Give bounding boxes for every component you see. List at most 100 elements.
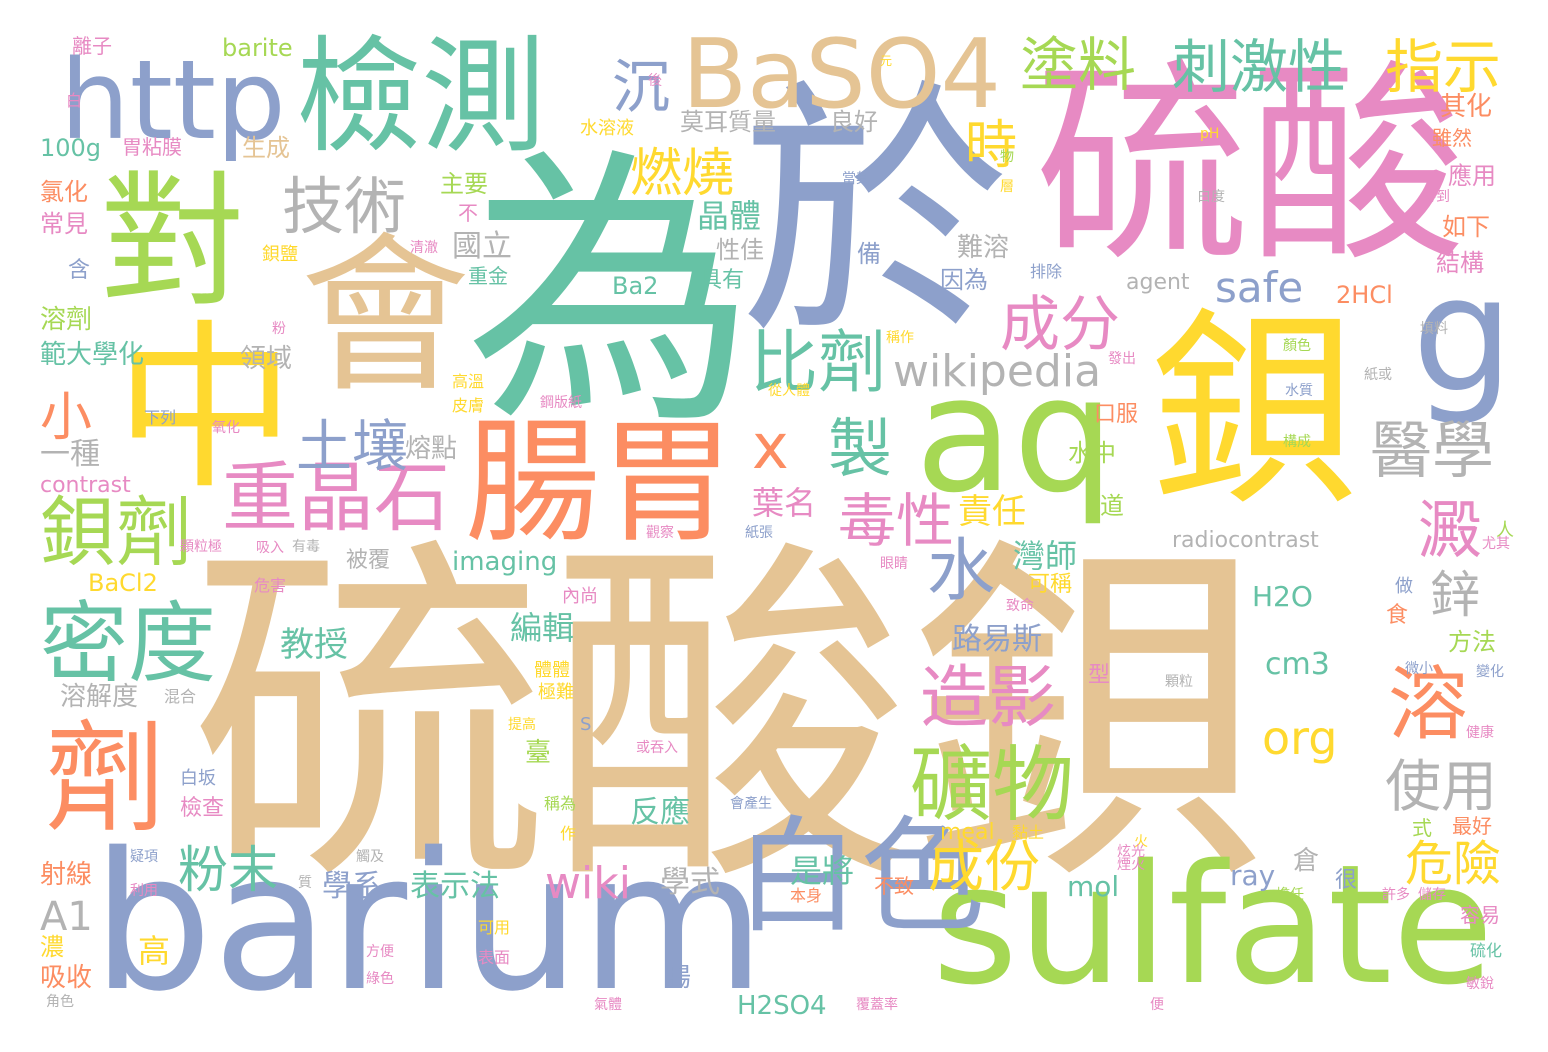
word-notation: 表示法 [410, 869, 500, 904]
word-dissolve: 溶 [1388, 658, 1468, 751]
word-mix: 混合 [164, 687, 197, 706]
word-barium: 鋇 [1150, 290, 1361, 535]
word-oxidize: 氧化 [212, 420, 240, 436]
word-density: 密度 [40, 592, 217, 695]
word-can-be-called: 可稱 [1028, 572, 1073, 597]
word-quality: 質 [298, 875, 312, 891]
word-2hcl: 2HCl [1336, 281, 1393, 309]
word-aqueous: 水溶液 [580, 118, 634, 139]
word-fen: 粉 [272, 321, 286, 337]
word-green: 綠色 [366, 971, 394, 987]
word-barium-salt: 鋇鹽 [262, 244, 298, 265]
word-best: 最好 [1452, 814, 1492, 838]
word-serve: 擔任 [1276, 887, 1304, 903]
word-rays: 射線 [40, 860, 93, 890]
word-body: 體體 [534, 660, 570, 681]
word-toxic: 有毒 [292, 539, 320, 555]
word-normal-chem: 範大學化 [40, 340, 145, 370]
word-main: 主要 [440, 170, 488, 198]
word-usable: 可用 [478, 918, 511, 937]
word-inside: 內尚 [562, 586, 598, 607]
word-dian: 澱 [1418, 495, 1482, 569]
word-component: 成分 [1000, 290, 1120, 360]
word-detection: 檢測 [296, 25, 546, 170]
word-combustion: 燃燒 [630, 144, 735, 204]
word-as-follows: 如下 [1442, 213, 1490, 241]
word-have: 具有 [700, 268, 745, 293]
word-formula: 學式 [660, 865, 720, 900]
word-high: 高 [138, 932, 171, 970]
word-obtain: 得到 [1422, 189, 1450, 205]
word-safe: safe [1215, 263, 1304, 312]
word-prepare: 備 [857, 240, 881, 268]
word-its-chem: 其化 [1440, 92, 1493, 122]
word-baso4: BaSO4 [682, 20, 1001, 130]
word-fatal: 致命 [1006, 598, 1034, 614]
word-agent-ji: 劑 [45, 710, 165, 849]
word-crystal: 晶體 [697, 197, 762, 235]
word-bacl2: BaCl2 [88, 569, 158, 597]
word-ray: ray [1230, 859, 1276, 892]
word-below: 下列 [144, 408, 177, 427]
word-gas: 氣體 [594, 997, 622, 1013]
word-reaction: 反應 [630, 795, 690, 830]
word-health: 健康 [1466, 725, 1494, 741]
word-glare: 炫光 [1117, 844, 1145, 860]
word-mol: mol [1067, 870, 1120, 903]
word-mineral: 礦物 [910, 738, 1075, 833]
word-field: 領域 [240, 344, 293, 374]
word-professor: 教授 [280, 625, 348, 665]
word-chen: 沉 [612, 53, 671, 121]
word-particle-extreme: 顆粒極 [180, 539, 222, 555]
word-water-quality: 水質 [1285, 383, 1313, 399]
word-yu: 於 [740, 57, 1010, 372]
word-person: 人 [1496, 520, 1514, 541]
word-good: 良好 [830, 108, 878, 136]
word-good-property: 性佳 [716, 236, 764, 264]
word-role: 角色 [46, 994, 74, 1010]
word-use: 使用 [1385, 755, 1497, 820]
word-zuo: 作 [560, 824, 577, 843]
word-oral: 口服 [1094, 402, 1139, 427]
word-100g: 100g [40, 134, 102, 162]
word-cm3: cm3 [1265, 647, 1330, 682]
word-food: 食 [1386, 603, 1409, 628]
word-wei: 為 [465, 126, 755, 463]
word-shirasaka: 白坂 [180, 768, 216, 789]
word-contain: 含 [68, 258, 91, 283]
word-g: g [1412, 241, 1514, 428]
word-particles: 顆粒 [1165, 674, 1193, 690]
word-wu: 物 [1000, 149, 1014, 165]
word-aq: aq [915, 341, 1115, 528]
word-itself: 本身 [790, 886, 823, 905]
word-a-kind: 一種 [40, 437, 100, 472]
word-or-swallow: 或吞入 [636, 740, 678, 756]
word-shi: 時 [965, 116, 1018, 176]
word-many: 許多 [1382, 887, 1410, 903]
word-yuan: 元 [880, 54, 893, 68]
word-change: 變化 [1476, 664, 1504, 680]
word-raise: 提高 [508, 717, 536, 733]
word-molar-mass: 莫耳質量 [680, 108, 776, 136]
word-zhong: 中 [115, 305, 296, 514]
word-a1: A1 [40, 894, 93, 940]
word-method: 方法 [1448, 628, 1496, 656]
word-small: 小 [40, 388, 93, 448]
word-water: 水 [927, 532, 996, 611]
word-fireworks: 煙火 [1117, 857, 1145, 873]
word-imaging-zh: 造影 [920, 659, 1057, 738]
word-insoluble: 難溶 [957, 233, 1010, 263]
word-tiny: 微小 [1405, 661, 1433, 677]
word-filler: 填料 [1420, 321, 1448, 337]
word-coated: 被覆 [346, 548, 391, 573]
word-radiocontrast: radiocontrast [1172, 528, 1319, 553]
word-called-as: 稱作 [886, 330, 914, 346]
word-x: x [752, 410, 789, 483]
word-emit: 發出 [1108, 351, 1136, 367]
word-surface: 表面 [478, 948, 511, 967]
word-department: 學系 [322, 869, 382, 904]
word-layer: 層 [1000, 179, 1014, 195]
word-sulfuric-acid: 硫酸 [1035, 40, 1465, 291]
word-hui: 會 [300, 218, 471, 416]
